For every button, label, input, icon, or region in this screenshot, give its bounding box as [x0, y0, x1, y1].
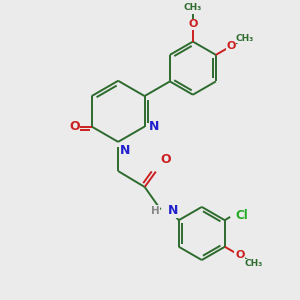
Text: H: H	[151, 206, 159, 216]
Text: CH₃: CH₃	[245, 259, 263, 268]
Text: CH₃: CH₃	[184, 3, 202, 12]
Text: Cl: Cl	[236, 209, 248, 222]
Text: O: O	[226, 41, 236, 51]
Text: CH₃: CH₃	[236, 34, 254, 43]
Text: N: N	[120, 144, 130, 157]
Text: N: N	[149, 120, 160, 133]
Text: O: O	[160, 153, 171, 166]
Text: O: O	[69, 120, 80, 133]
Text: O: O	[188, 19, 198, 29]
Text: O: O	[235, 250, 244, 260]
Text: N: N	[168, 204, 178, 218]
